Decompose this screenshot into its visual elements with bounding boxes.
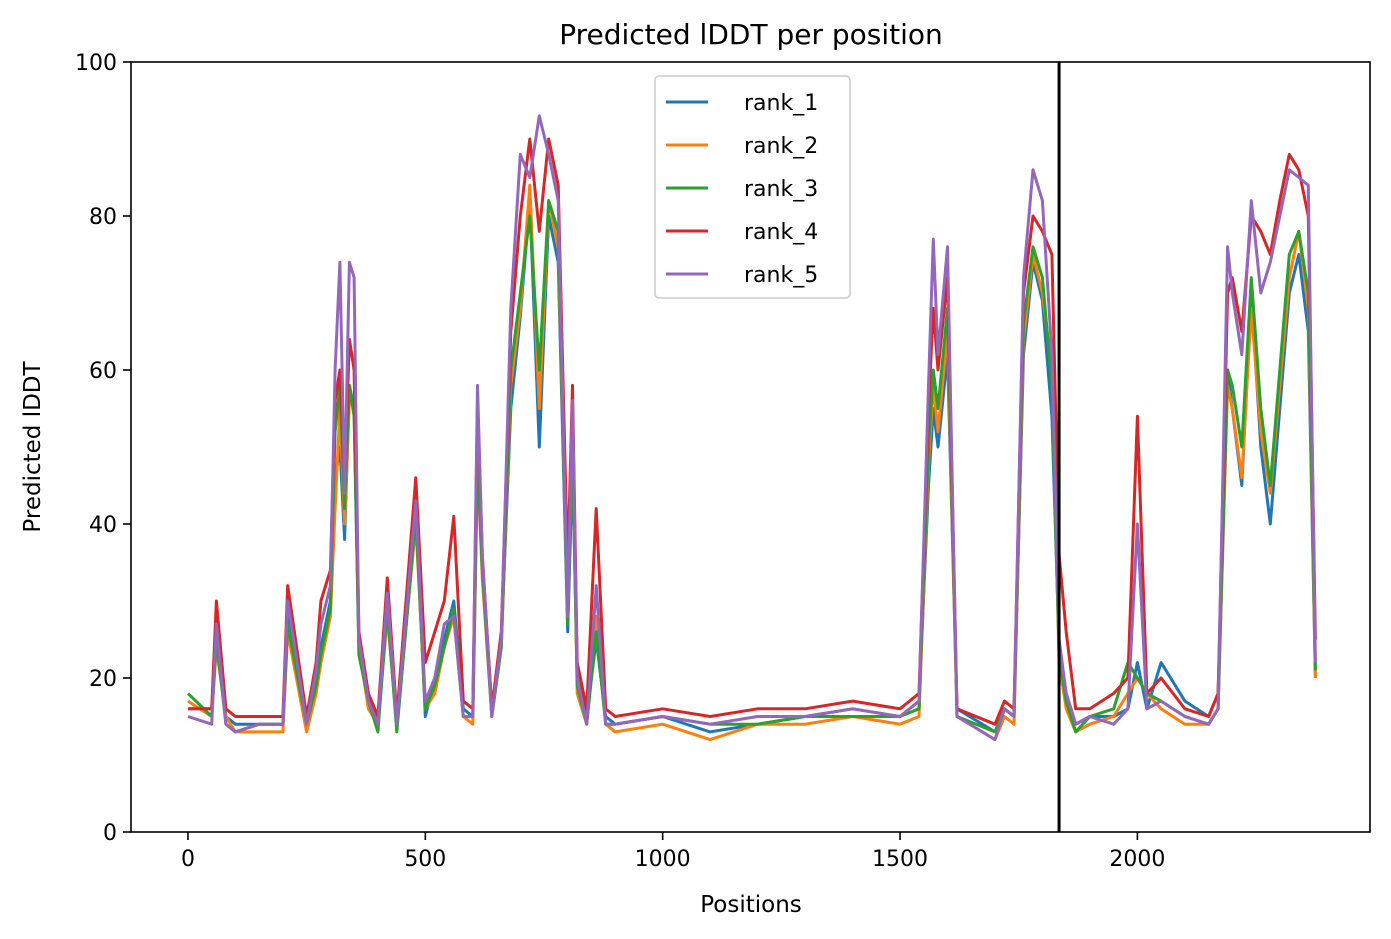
legend: rank_1 rank_2 rank_3 rank_4 rank_5 (654, 75, 851, 299)
y-ticks: 0 20 40 60 80 100 (75, 51, 131, 846)
legend-label-rank_5: rank_5 (744, 263, 818, 288)
x-axis-label: Positions (700, 892, 802, 918)
x-tick-label: 1000 (635, 847, 691, 872)
legend-label-rank_1: rank_1 (744, 91, 818, 116)
x-tick-label: 2000 (1109, 847, 1165, 872)
y-tick-label: 40 (89, 513, 117, 538)
y-axis-label: Predicted lDDT (20, 360, 46, 532)
legend-label-rank_2: rank_2 (744, 134, 818, 159)
series-layer (186, 114, 1317, 742)
y-tick-label: 0 (103, 821, 117, 846)
series-line-rank_5 (187, 114, 1317, 742)
plot-frame (130, 61, 1371, 833)
x-tick-label: 1500 (872, 847, 928, 872)
legend-box (654, 75, 851, 299)
x-tick-label: 0 (181, 847, 195, 872)
y-tick-label: 100 (75, 51, 117, 76)
x-tick-label: 500 (404, 847, 446, 872)
y-tick-label: 80 (89, 205, 117, 230)
chart-title: Predicted lDDT per position (559, 18, 943, 51)
x-ticks: 0 500 1000 1500 2000 (181, 832, 1165, 872)
y-tick-label: 60 (89, 359, 117, 384)
y-tick-label: 20 (89, 667, 117, 692)
legend-label-rank_4: rank_4 (744, 220, 818, 245)
legend-label-rank_3: rank_3 (744, 177, 818, 202)
